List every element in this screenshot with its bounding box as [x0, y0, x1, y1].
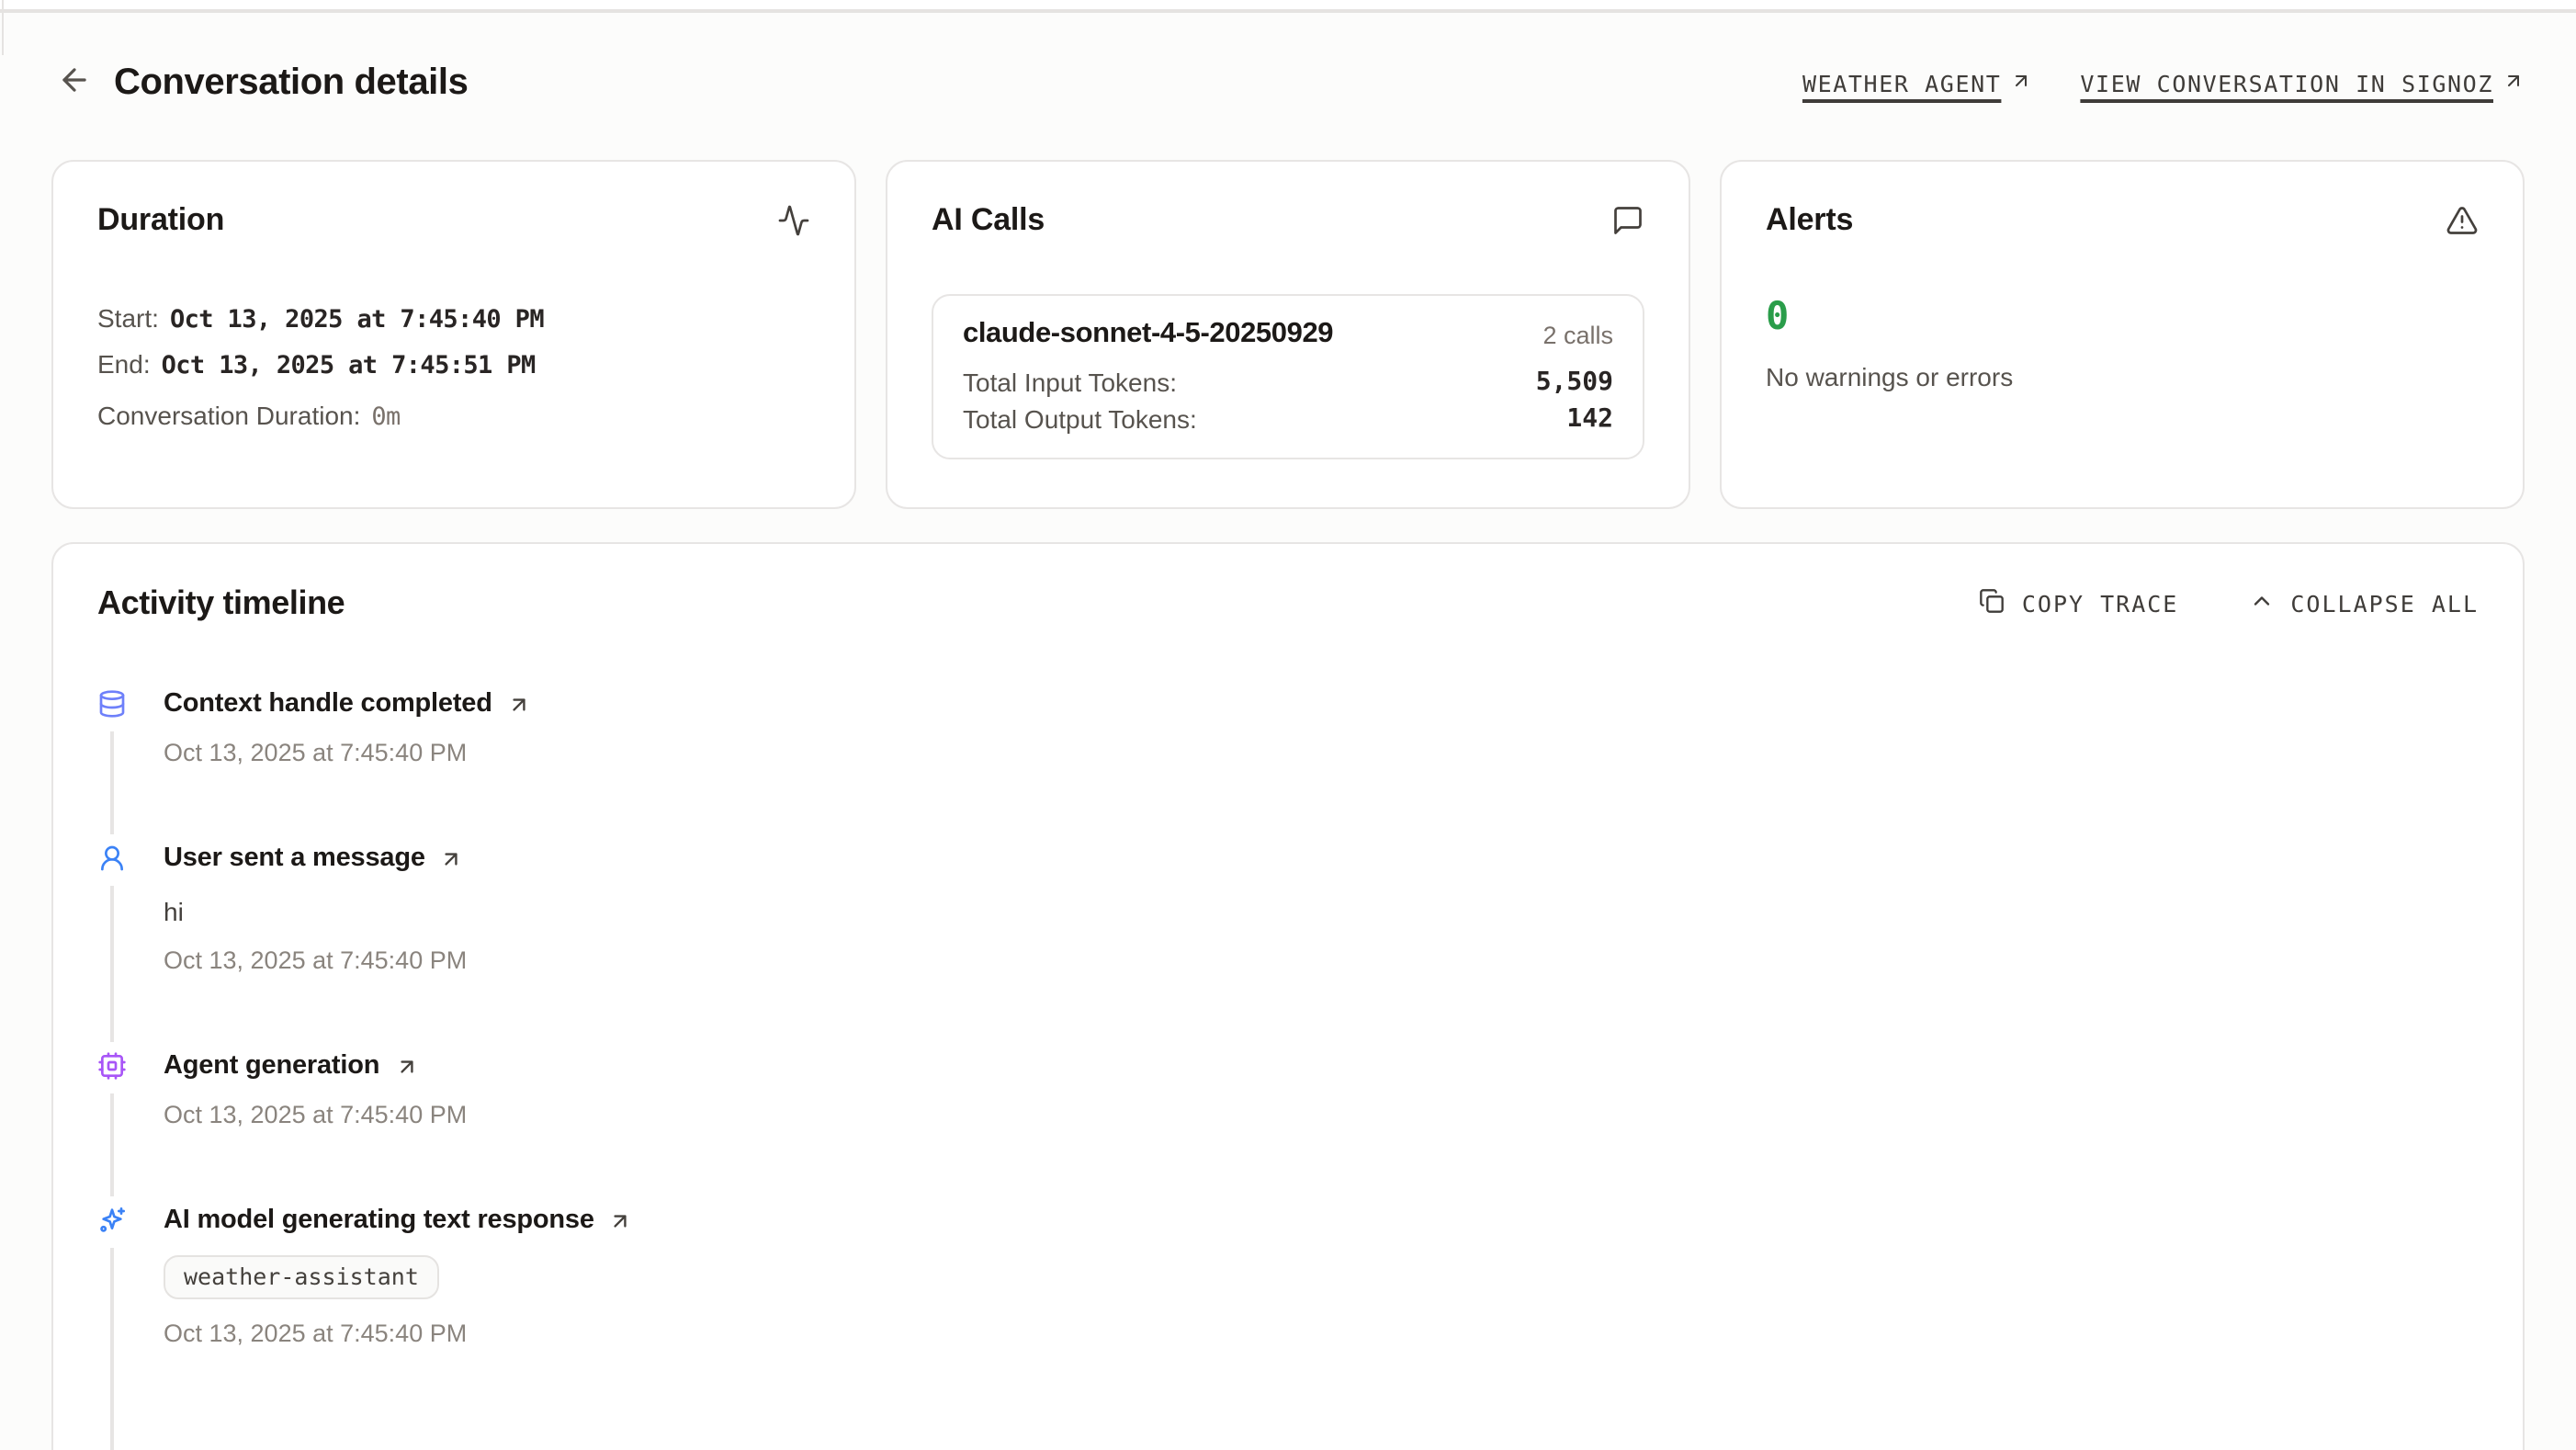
timeline-connector: [110, 1093, 114, 1196]
timeline-item-timestamp: Oct 13, 2025 at 7:45:40 PM: [164, 1320, 468, 1347]
arrow-left-icon: [56, 62, 91, 103]
timeline-item-ai-text-response: AI model generating text response weathe…: [97, 1206, 2479, 1450]
copy-trace-button[interactable]: COPY TRACE: [1980, 588, 2179, 619]
alert-triangle-icon: [2446, 204, 2479, 237]
timeline-item-link[interactable]: AI model generating text response: [164, 1206, 2479, 1235]
external-link-icon: [440, 846, 464, 870]
message-square-icon: [1611, 204, 1644, 237]
timeline-item-user-message: User sent a message hi Oct 13, 2025 at 7…: [97, 844, 2479, 1051]
duration-card: Duration Start: Oct 13, 2025 at 7:45:40 …: [51, 160, 856, 509]
end-label: End:: [97, 349, 151, 379]
total-output-tokens-label: Total Output Tokens:: [963, 404, 1197, 434]
external-link-icon: [394, 1054, 418, 1078]
timeline-connector: [110, 886, 114, 1042]
database-icon: [97, 689, 127, 719]
timeline-item-timestamp: Oct 13, 2025 at 7:45:40 PM: [164, 946, 468, 974]
timeline-item-body: hi: [164, 897, 184, 926]
end-value: Oct 13, 2025 at 7:45:51 PM: [161, 351, 537, 380]
model-name: claude-sonnet-4-5-20250929: [963, 318, 1334, 349]
timeline-item-timestamp: Oct 13, 2025 at 7:45:40 PM: [164, 1101, 468, 1128]
cpu-icon: [97, 1051, 127, 1081]
timeline-list: Context handle completed Oct 13, 2025 at…: [97, 689, 2479, 1450]
timeline-item-link[interactable]: Agent generation: [164, 1051, 2479, 1081]
page-header: Conversation details WEATHER AGENT VIEW …: [51, 53, 2525, 112]
model-call-count: 2 calls: [1542, 321, 1613, 348]
conversation-duration-value: 0m: [371, 402, 401, 432]
timeline-item-context-handle: Context handle completed Oct 13, 2025 at…: [97, 689, 2479, 844]
ai-calls-card: AI Calls claude-sonnet-4-5-20250929 2 ca…: [886, 160, 1690, 509]
timeline-item-link[interactable]: Context handle completed: [164, 689, 2479, 719]
external-link-icon: [2010, 69, 2032, 96]
copy-trace-label: COPY TRACE: [2021, 590, 2179, 617]
activity-timeline-title: Activity timeline: [97, 584, 345, 621]
alerts-count: 0: [1766, 294, 1790, 338]
sparkles-icon: [97, 1206, 127, 1235]
total-input-tokens-label: Total Input Tokens:: [963, 368, 1177, 397]
ai-calls-card-title: AI Calls: [932, 202, 1045, 237]
left-edge-divider: [2, 0, 4, 55]
view-conversation-in-signoz-link[interactable]: VIEW CONVERSATION IN SIGNOZ: [2080, 69, 2525, 96]
top-divider: [0, 0, 2576, 13]
timeline-item-timestamp: Oct 13, 2025 at 7:45:40 PM: [164, 739, 468, 766]
timeline-item-title: Agent generation: [164, 1051, 380, 1081]
weather-agent-link[interactable]: WEATHER AGENT: [1802, 69, 2032, 96]
page-title: Conversation details: [114, 62, 469, 102]
view-conversation-link-label: VIEW CONVERSATION IN SIGNOZ: [2080, 69, 2493, 96]
external-link-icon: [609, 1208, 633, 1232]
start-value: Oct 13, 2025 at 7:45:40 PM: [169, 305, 545, 334]
copy-icon: [1980, 588, 2005, 619]
back-button[interactable]: [51, 61, 96, 105]
timeline-item-link[interactable]: User sent a message: [164, 844, 2479, 873]
timeline-item-title: Context handle completed: [164, 689, 492, 719]
collapse-all-label: COLLAPSE ALL: [2290, 590, 2479, 617]
timeline-item-agent-generation: Agent generation Oct 13, 2025 at 7:45:40…: [97, 1051, 2479, 1206]
agent-name-badge: weather-assistant: [164, 1255, 439, 1299]
conversation-duration-label: Conversation Duration:: [97, 401, 361, 430]
model-usage-box: claude-sonnet-4-5-20250929 2 calls Total…: [932, 294, 1644, 459]
chevron-up-icon: [2248, 588, 2274, 619]
stat-cards-row: Duration Start: Oct 13, 2025 at 7:45:40 …: [51, 160, 2525, 509]
timeline-item-title: User sent a message: [164, 844, 425, 873]
external-link-icon: [2503, 69, 2525, 96]
total-output-tokens-value: 142: [1566, 404, 1613, 434]
activity-icon: [777, 204, 810, 237]
activity-timeline-card: Activity timeline COPY TRACE COLLAPSE AL…: [51, 542, 2525, 1450]
collapse-all-button[interactable]: COLLAPSE ALL: [2248, 588, 2479, 619]
alerts-message: No warnings or errors: [1766, 362, 2014, 391]
page-content: Conversation details WEATHER AGENT VIEW …: [0, 17, 2576, 1450]
weather-agent-link-label: WEATHER AGENT: [1802, 69, 2002, 96]
timeline-connector: [110, 731, 114, 834]
timeline-connector: [110, 1248, 114, 1450]
total-input-tokens-value: 5,509: [1535, 368, 1613, 397]
alerts-card-title: Alerts: [1766, 202, 1854, 237]
user-icon: [97, 844, 127, 873]
alerts-card: Alerts 0 No warnings or errors: [1720, 160, 2525, 509]
external-link-icon: [507, 692, 531, 716]
timeline-item-title: AI model generating text response: [164, 1206, 594, 1235]
start-label: Start:: [97, 303, 159, 333]
duration-card-title: Duration: [97, 202, 225, 237]
